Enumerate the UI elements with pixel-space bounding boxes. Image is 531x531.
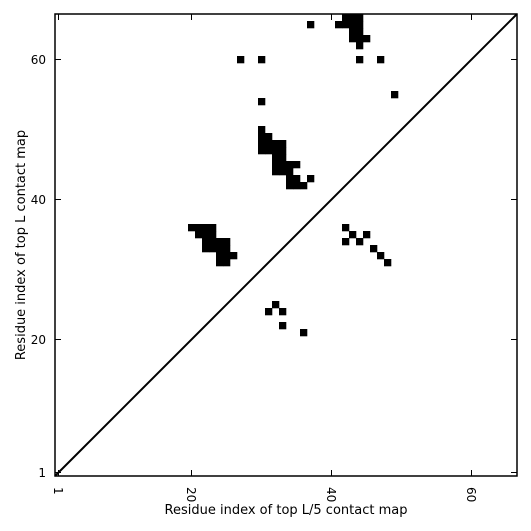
x-tick-label: 1 [51,487,65,495]
contact-cell-top-l [265,147,273,155]
contact-cell-top-l [356,42,364,50]
contact-cell-top-l [272,147,280,155]
contact-cell-top-l [335,21,343,29]
contact-cell-top-l5 [272,301,280,309]
contact-cell-top-l [209,238,217,246]
contact-cell-top-l [293,161,301,169]
contact-cell-top-l5 [265,308,273,316]
contact-cell-top-l [223,238,231,246]
contact-cell-top-l [209,224,217,232]
y-tick-label: 1 [38,466,46,480]
contact-cell-top-l [307,21,315,29]
x-tick-label: 60 [464,487,478,502]
contact-cell-top-l [279,140,287,148]
diagonal-line [54,13,518,477]
contact-cell-top-l [349,21,357,29]
contact-cell-top-l [342,21,350,29]
contact-cell-top-l [349,35,357,43]
contact-cell-top-l [307,175,315,183]
contact-cell-top-l [356,35,364,43]
y-axis-label: Residue index of top L contact map [14,130,29,360]
contact-cell-top-l [349,28,357,36]
contact-cell-top-l [272,140,280,148]
contact-cell-top-l [223,252,231,260]
contact-cell-top-l [258,140,266,148]
contact-cell-top-l [237,56,245,64]
contact-cell-top-l [391,91,399,99]
contact-cell-top-l [272,154,280,162]
contact-cell-top-l5 [377,252,385,260]
contact-cell-top-l [300,182,308,190]
contact-cell-top-l [188,224,196,232]
contacts-top-l5-layer [265,224,392,337]
contact-cell-top-l [202,231,210,239]
contact-cell-top-l [363,35,371,43]
contact-cell-top-l [209,245,217,253]
contact-cell-top-l5 [349,231,357,239]
contact-cell-top-l [265,140,273,148]
contact-cell-top-l [258,133,266,141]
x-tick-labels: 1 20 40 60 [51,487,478,502]
contact-cell-top-l [216,259,224,267]
contact-cell-top-l [356,14,364,22]
x-tick-label: 40 [324,487,338,502]
contact-cell-top-l [223,259,231,267]
y-tick-labels: 1 20 40 60 [31,53,46,480]
contact-cell-top-l [202,245,210,253]
contact-cell-top-l [286,175,294,183]
contact-cell-top-l [258,126,266,134]
contact-cell-top-l [342,14,350,22]
contact-cell-top-l [293,175,301,183]
contact-cell-top-l [356,56,364,64]
contact-cell-top-l [279,168,287,176]
contact-cell-top-l [377,56,385,64]
contact-cell-top-l5 [370,245,378,253]
contacts-top-l-layer [188,14,399,267]
contact-cell-top-l [265,133,273,141]
axis-ticks [55,14,517,476]
contact-cell-top-l [202,224,210,232]
contact-cell-top-l [279,154,287,162]
contact-cell-top-l [216,252,224,260]
contact-cell-top-l [216,245,224,253]
contact-cell-top-l [286,168,294,176]
contact-cell-top-l5 [342,238,350,246]
contact-cell-top-l [286,161,294,169]
contact-cell-top-l [195,224,203,232]
contact-cell-top-l5 [279,322,287,330]
x-axis-label: Residue index of top L/5 contact map [165,503,408,518]
contact-cell-top-l [195,231,203,239]
contact-cell-top-l5 [342,224,350,232]
contact-cell-top-l5 [384,259,392,267]
contact-cell-top-l [356,21,364,29]
contact-cell-top-l [216,238,224,246]
contact-cell-top-l [258,98,266,106]
contact-cell-top-l [286,182,294,190]
contact-cell-top-l5 [363,231,371,239]
contact-cell-top-l [349,14,357,22]
plot-frame [54,13,518,477]
contact-cell-top-l [223,245,231,253]
contact-cell-top-l5 [279,308,287,316]
contact-cell-top-l5 [356,238,364,246]
contact-cell-top-l [293,182,301,190]
y-tick-label: 60 [31,53,46,67]
y-tick-label: 20 [31,333,46,347]
y-tick-label: 40 [31,193,46,207]
contact-cell-top-l [230,252,238,260]
contact-cell-top-l [272,161,280,169]
contact-cell-top-l [356,28,364,36]
contact-cell-top-l [209,231,217,239]
contact-cell-top-l [279,161,287,169]
contact-cell-top-l [202,238,210,246]
contact-cell-top-l [258,147,266,155]
contact-cell-top-l5 [300,329,308,337]
contact-cell-top-l [279,147,287,155]
contact-cell-top-l [272,168,280,176]
x-tick-label: 20 [184,487,198,502]
contact-cell-top-l [258,56,266,64]
